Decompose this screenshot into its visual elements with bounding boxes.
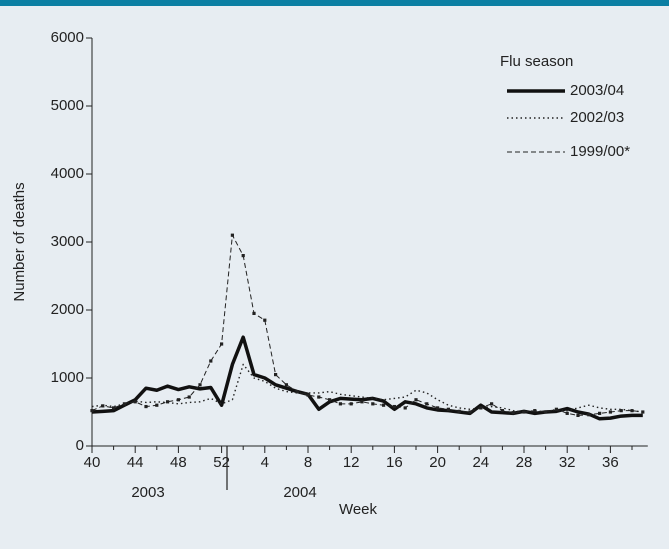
point [619,409,623,413]
x-tick-label: 4 [261,454,269,471]
x-tick-label: 16 [386,454,403,471]
point [360,400,364,404]
legend-label: 2003/04 [570,82,624,99]
point [500,409,504,413]
point [230,233,234,237]
point [198,383,202,387]
point [371,402,375,406]
point [144,404,148,409]
point [274,373,278,377]
point [587,413,591,417]
point [263,318,267,322]
x-axis-label: Week [339,501,378,518]
point [155,403,159,407]
top-bar [0,0,669,6]
point [457,409,461,413]
point [220,342,224,346]
y-tick-label: 2000 [51,301,84,318]
legend-label: 1999/00* [570,143,630,160]
x-tick-label: 24 [472,454,489,471]
x-tick-label: 20 [429,454,446,471]
point [176,398,180,402]
year-label: 2004 [283,484,316,501]
point [403,406,407,410]
legend-title: Flu season [500,53,573,70]
x-tick-label: 48 [170,454,187,471]
point [392,404,396,409]
series-line [91,363,643,413]
y-tick-label: 6000 [51,29,84,46]
y-tick-label: 0 [76,437,84,454]
point [166,400,170,404]
point [241,254,245,258]
point [284,383,288,387]
point [511,411,515,415]
x-tick-label: 44 [127,454,144,471]
point [425,402,429,406]
y-tick-label: 1000 [51,369,84,386]
point [565,411,569,415]
x-tick-label: 28 [516,454,533,471]
point [479,406,483,410]
point [598,411,602,415]
point [317,395,321,399]
point [382,403,386,407]
x-tick-label: 52 [213,454,230,471]
point [209,359,213,363]
x-tick-label: 36 [602,454,619,471]
point [187,395,191,399]
point [90,409,94,413]
point [306,393,310,397]
y-tick-label: 3000 [51,233,84,250]
year-label: 2003 [131,484,164,501]
point [133,400,137,404]
x-tick-label: 12 [343,454,360,471]
point [101,404,105,408]
point [112,406,116,410]
point [349,402,353,406]
point [295,390,299,394]
point [436,406,440,410]
y-axis-label: Number of deaths [11,182,28,301]
x-tick-label: 32 [559,454,576,471]
point [554,407,558,411]
series-line [91,335,643,421]
y-tick-label: 5000 [51,97,84,114]
series-line [91,234,643,416]
point [490,402,494,406]
point [414,398,418,402]
point [576,413,580,417]
y-tick-label: 4000 [51,165,84,182]
point [252,311,256,315]
x-tick-label: 8 [304,454,312,471]
point [522,410,526,414]
point [468,410,472,414]
point [630,409,634,413]
x-tick-label: 40 [84,454,101,471]
point [608,410,612,414]
point [641,410,645,414]
point [544,410,548,414]
legend-label: 2002/03 [570,109,624,126]
point [446,407,450,411]
point [533,409,537,413]
point [122,402,126,406]
point [328,398,332,402]
point [338,402,342,406]
